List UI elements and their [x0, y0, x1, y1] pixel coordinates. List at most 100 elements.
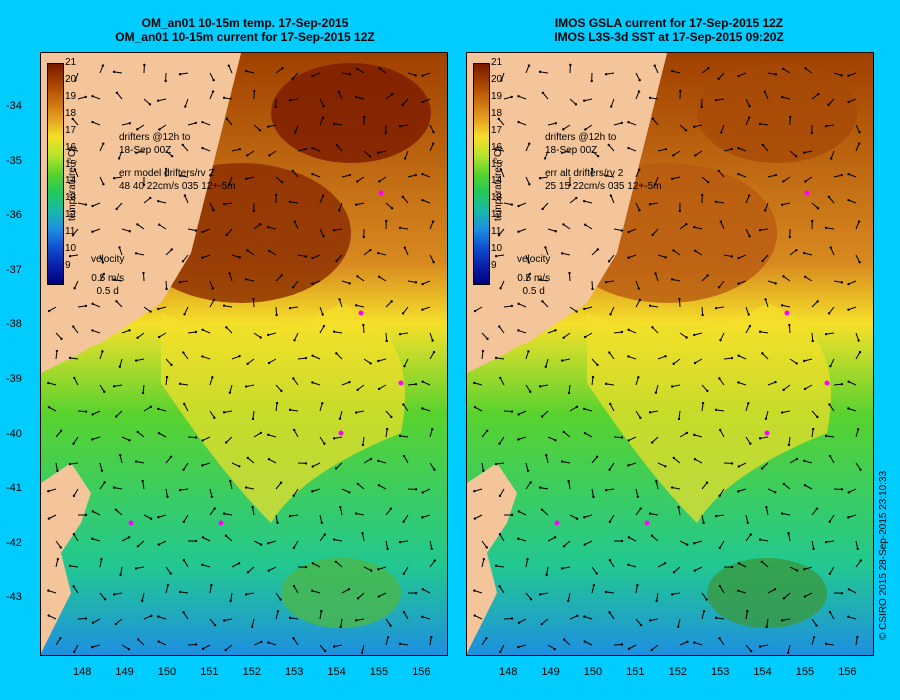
velocity-vector: [290, 201, 299, 204]
vector-head: [583, 640, 586, 643]
vector-head: [737, 562, 741, 565]
vector-head: [591, 287, 594, 291]
velocity-vector: [828, 306, 835, 314]
velocity-vector: [679, 332, 687, 338]
velocity-vector: [745, 306, 750, 315]
velocity-vector: [789, 249, 797, 256]
velocity-vector: [92, 644, 101, 648]
vector-head: [288, 408, 292, 412]
velocity-vector: [165, 358, 172, 366]
vector-head: [183, 194, 187, 197]
warm-tongue: [587, 303, 831, 523]
model-temperature-map[interactable]: 21 20 19 18 17 16 15 14 13 12 11 10 9 temperature (°…: [40, 52, 448, 656]
vector-head: [529, 481, 532, 484]
velocity-vector: [804, 384, 813, 390]
vector-head: [560, 252, 564, 255]
vector-head: [817, 92, 820, 96]
velocity-vector: [183, 462, 189, 470]
vector-head: [592, 495, 595, 499]
velocity-vector: [142, 272, 145, 282]
vector-head: [102, 142, 105, 145]
vector-head: [323, 649, 327, 653]
vector-head: [540, 415, 544, 418]
velocity-vector: [429, 124, 434, 133]
velocity-vector: [760, 644, 769, 647]
velocity-vector: [518, 95, 527, 100]
vector-head: [758, 229, 762, 232]
vector-head: [102, 272, 106, 276]
vector-head: [222, 512, 226, 515]
vector-head: [274, 105, 277, 109]
warm-eddy: [697, 63, 857, 163]
vector-head: [73, 287, 76, 290]
vector-head: [583, 516, 586, 519]
velocity-vector: [253, 332, 261, 338]
vector-head: [84, 304, 88, 308]
velocity-vector: [701, 176, 709, 183]
vector-head: [714, 616, 718, 620]
vector-head: [201, 536, 205, 539]
vector-head: [360, 651, 364, 654]
vector-head: [128, 230, 131, 233]
vector-head: [781, 67, 785, 71]
vector-head: [782, 388, 785, 392]
velocity-vector: [202, 254, 211, 259]
velocity-vector: [673, 358, 681, 365]
velocity-vector: [760, 123, 769, 126]
velocity-vector: [363, 358, 371, 364]
velocity-vector: [584, 616, 593, 620]
observed-sst-map[interactable]: 21 20 19 18 17 16 15 14 13 12 11 10 9 temperature (°…: [466, 52, 874, 656]
velocity-vector: [92, 510, 101, 516]
velocity-vector: [312, 381, 321, 386]
latitude-label: -35: [6, 154, 22, 167]
vector-head: [213, 416, 216, 419]
vector-head: [788, 323, 791, 327]
velocity-vector: [609, 514, 615, 523]
velocity-vector: [745, 403, 749, 412]
velocity-vector: [701, 384, 708, 392]
velocity-vector: [55, 462, 58, 471]
vector-head: [421, 198, 424, 202]
longitude-label: 150: [157, 666, 177, 678]
velocity-vector: [745, 514, 749, 523]
velocity-vector: [224, 618, 233, 621]
vector-head: [803, 359, 806, 363]
velocity-vector: [811, 332, 814, 342]
velocity-vector: [340, 618, 343, 627]
velocity-vector: [183, 514, 189, 523]
vector-head: [311, 465, 314, 468]
vector-head: [654, 391, 658, 394]
velocity-vector: [99, 559, 102, 568]
vector-head: [225, 326, 228, 329]
vector-head: [782, 180, 785, 183]
vector-head: [304, 356, 308, 360]
vector-head: [840, 488, 844, 491]
vector-head: [266, 125, 270, 128]
vector-head: [149, 196, 152, 200]
vector-head: [228, 272, 231, 275]
velocity-vector: [357, 483, 365, 490]
vector-head: [858, 260, 861, 264]
velocity-vector: [673, 566, 681, 573]
velocity-vector: [650, 410, 659, 413]
velocity-vector: [782, 410, 791, 414]
vector-head: [398, 642, 402, 646]
velocity-vector: [525, 384, 531, 393]
model-map-graphic: [41, 53, 447, 655]
velocity-vector: [293, 585, 299, 594]
velocity-vector: [738, 355, 747, 360]
velocity-vector: [760, 539, 769, 542]
velocity-vector: [811, 410, 818, 418]
vector-head: [304, 255, 308, 258]
velocity-vector: [290, 306, 299, 309]
right-panel-title: IMOS GSLA current for 17-Sep-2015 12Z IM…: [466, 16, 872, 44]
vector-head: [402, 610, 406, 614]
error-stats: err model drifters/rv 2 48 40 22cm/s 035…: [119, 167, 235, 193]
velocity-vector: [275, 176, 283, 183]
velocity-vector: [716, 201, 725, 204]
velocity-vector: [407, 280, 416, 283]
velocity-vector: [830, 150, 835, 159]
velocity-vector: [136, 358, 145, 362]
velocity-vector: [783, 275, 791, 282]
vector-head: [225, 233, 228, 237]
